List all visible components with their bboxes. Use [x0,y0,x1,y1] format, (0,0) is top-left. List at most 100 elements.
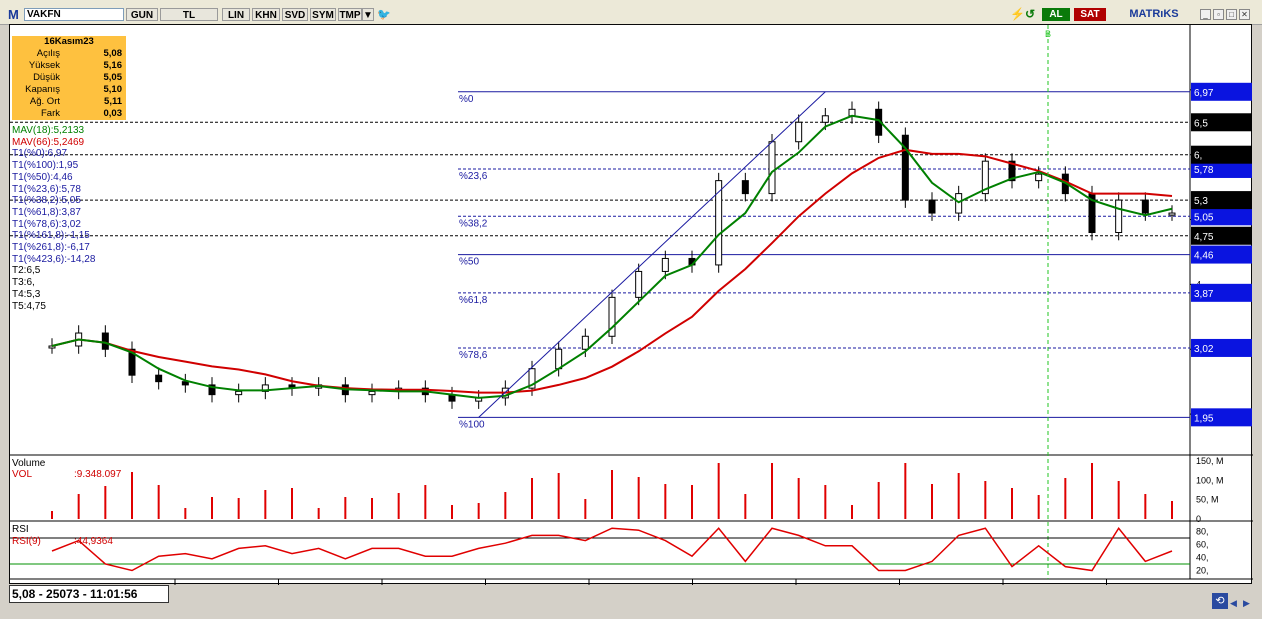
fib-price-text: 5,05 [1194,212,1214,223]
period-button[interactable]: GUN [126,8,158,21]
rsi-line [51,526,1173,572]
volume-tick: 50, M [1196,495,1219,505]
candle-body [555,348,563,370]
linear-button[interactable]: LIN [222,8,250,21]
brand-logo: MATRıKS [1129,8,1179,20]
fib-price-box [1191,159,1252,178]
info-row: Yüksek 5,16 [12,60,126,72]
info-row: Fark 0,03 [12,108,126,120]
fib-price-text: 3,87 [1194,289,1214,300]
volume-tick: 150, M [1196,456,1224,466]
level-text: 6,5 [1194,118,1208,129]
svd-button[interactable]: SVD [282,8,308,21]
fib-label: %23,6 [459,171,488,182]
dropdown-arrow-icon[interactable]: ▼ [362,8,374,21]
fib-label: %50 [459,257,479,268]
indicator-line: T1(%261,8):-6,17 [12,242,90,254]
khn-button[interactable]: KHN [252,8,280,21]
indicator-text: T1(%38,2):5,05 [12,195,81,207]
chart-area[interactable]: 765432%06,97%23,65,78%38,25,05%504,46%61… [9,24,1253,597]
minimize-icon[interactable]: _ [1200,9,1211,20]
info-value: 5,11 [104,96,122,107]
info-label: Açılış [36,48,60,59]
buy-button[interactable]: AL [1042,8,1070,21]
symbol-input[interactable]: VAKFN [24,8,124,21]
fib-price-text: 5,78 [1194,165,1214,176]
indicator-line: T1(%0):6,97 [12,148,67,160]
info-row: Açılış 5,08 [12,48,126,60]
info-label: Kapanış [25,84,60,95]
fib-price-box [1191,245,1252,264]
candle-body [635,270,643,298]
candle-body [661,257,669,272]
volume-value: :9.348.097 [74,469,122,480]
fib-price-box [1191,283,1252,302]
mav18-line [51,114,1173,399]
indicator-value: :5,2469 [50,136,85,148]
fib-label: %78,6 [459,350,488,361]
scroll-left-icon[interactable]: ◀ [1230,598,1237,608]
candle-body [368,390,376,396]
twitter-icon[interactable]: 🐦 [377,9,391,21]
tmp-button[interactable]: TMP [338,8,362,21]
indicator-text: T4:5,3 [12,288,41,300]
candle-body [795,121,803,143]
lightning-icon[interactable]: ⚡ [1010,7,1025,21]
volume-tick: 100, M [1196,475,1224,485]
info-value: 5,08 [103,48,123,59]
indicator-text: T5:4,75 [12,300,46,312]
info-label: Fark [41,108,60,119]
info-value: 0,03 [103,108,123,119]
candle-body [608,296,616,337]
logo: M [8,7,19,22]
level-box [1191,226,1252,245]
info-label: Yüksek [28,60,60,71]
info-value: 5,16 [103,60,123,71]
candle-body [901,134,909,201]
restore-icon[interactable]: ▫ [1213,9,1224,20]
maximize-icon[interactable]: □ [1226,9,1237,20]
candle-body [208,384,216,396]
currency-button[interactable]: TL [160,8,218,21]
indicator-line: T1(%50):4,46 [12,172,73,184]
sell-button[interactable]: SAT [1074,8,1106,21]
fib-price-text: 6,97 [1194,88,1214,99]
candle-body [581,335,589,350]
indicator-value: :5,2133 [50,125,85,136]
indicator-line: T1(%423,6):-14,28 [12,254,95,266]
indicator-line: T2:6,5 [12,265,40,277]
fib-price-box [1191,207,1252,226]
indicator-text: T1(%23,6):5,78 [12,183,81,195]
candle-body [1141,199,1149,214]
candle-body [101,332,109,350]
indicator-text: MAV(66) [12,136,51,148]
sym-button[interactable]: SYM [310,8,336,21]
indicator-text: T1(%61,8):3,87 [12,206,81,218]
info-value: 5,05 [103,72,123,83]
refresh-icon[interactable]: ↺ [1025,7,1036,21]
ohlc-info-box: 16Kasım23 Açılış 5,08 Yüksek 5,16 Düşük 5,05 K… [12,36,126,120]
fib-price-box [1191,82,1252,101]
indicator-line: MAV(18):5,2133 [12,125,84,137]
candle-body [155,374,163,383]
volume-tick: 0 [1196,514,1201,524]
candle-body [528,368,536,389]
fib-price-box [1191,408,1252,427]
rsi-name: RSI(9) [12,536,41,547]
close-icon[interactable]: ✕ [1239,9,1250,20]
rsi-tick: 20, [1196,566,1209,576]
level-text: 6, [1194,151,1202,162]
candle-body [128,348,136,376]
indicator-line: T1(%100):1,95 [12,160,78,172]
sync-icon[interactable]: ⟲ [1212,593,1228,609]
candle-body [715,180,723,266]
fib-label: %100 [459,419,485,430]
candle-body [261,384,269,392]
fib-price-text: 4,46 [1194,251,1214,262]
indicator-line: T1(%23,6):5,78 [12,184,81,196]
rsi-label: RSI(9) :44,9364 [12,536,113,547]
price-chart[interactable]: 765432%06,97%23,65,78%38,25,05%504,46%61… [10,25,1253,597]
scroll-right-icon[interactable]: ▶ [1243,598,1250,608]
indicator-text: T1(%78,6):3,02 [12,218,81,230]
fib-label: %38,2 [459,218,488,229]
